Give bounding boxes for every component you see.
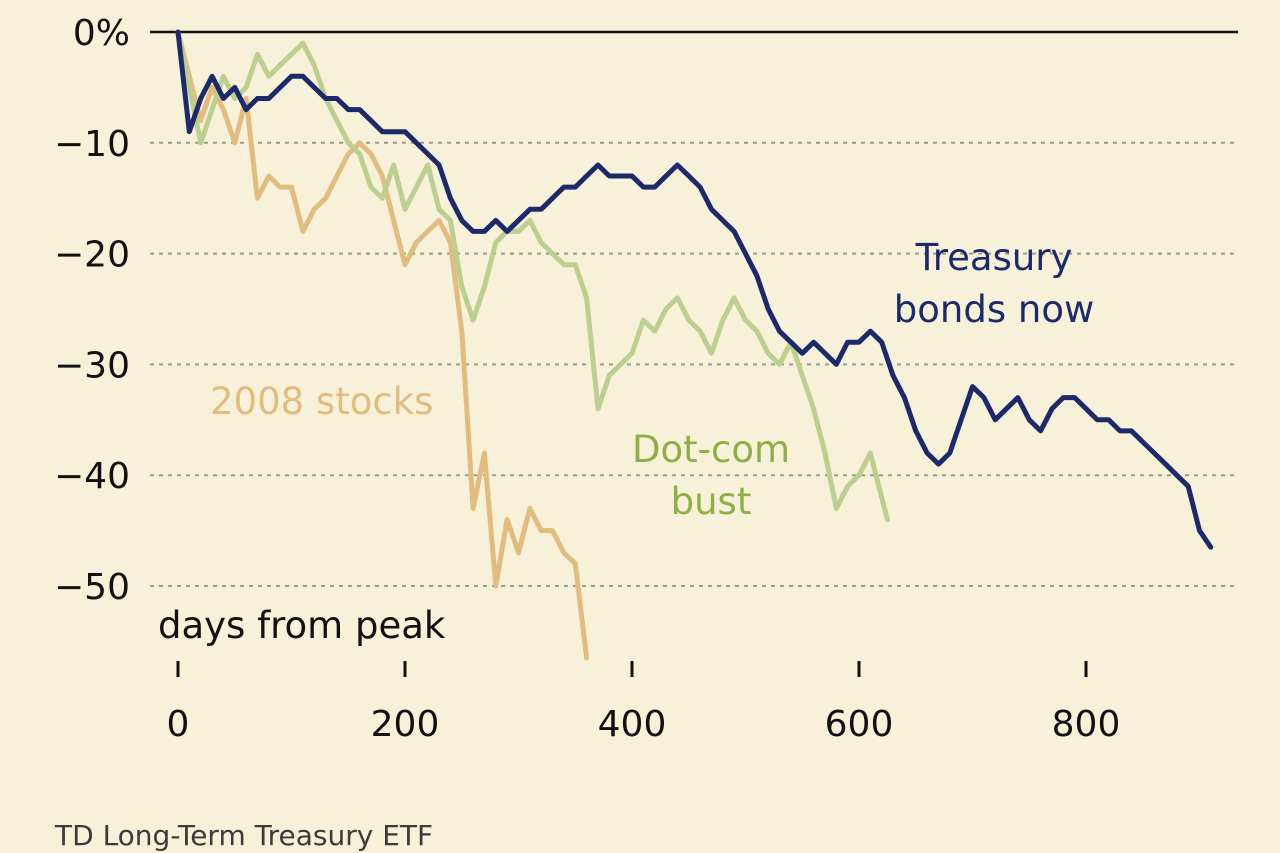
gridlines <box>150 30 1238 587</box>
series-annotation: bust <box>671 480 752 523</box>
x-tick-label: 0 <box>167 704 190 745</box>
annotations: 2008 stocks Dot-com bust Treasury bonds now <box>210 236 1094 523</box>
x-tick-label: 400 <box>598 704 667 745</box>
series-annotation: 2008 stocks <box>210 380 433 423</box>
y-axis-labels: 0% −10 −20 −30 −40 −50 <box>54 13 130 608</box>
source-note: TD Long-Term Treasury ETF <box>55 819 434 852</box>
y-tick-label: −20 <box>54 235 130 276</box>
x-tick-label: 800 <box>1052 704 1121 745</box>
x-axis-label: days from peak <box>158 604 446 647</box>
y-tick-label: −10 <box>54 124 130 165</box>
x-tick-label: 600 <box>825 704 894 745</box>
series-lines <box>175 29 1214 661</box>
y-tick-label: −50 <box>54 567 130 608</box>
x-axis: 0 200 400 600 800 <box>167 661 1121 745</box>
series-line-dot-com-bust <box>175 29 890 522</box>
series-annotation: Dot-com <box>632 428 790 471</box>
series-line-treasury-bonds-now <box>175 29 1214 550</box>
x-tick-label: 200 <box>371 704 440 745</box>
series-annotation: Treasury <box>915 236 1073 279</box>
y-tick-label: 0% <box>73 13 130 54</box>
y-tick-label: −40 <box>54 456 130 497</box>
series-line-2008-stocks <box>175 29 590 661</box>
series-annotation: bonds now <box>894 288 1094 331</box>
y-tick-label: −30 <box>54 345 130 386</box>
